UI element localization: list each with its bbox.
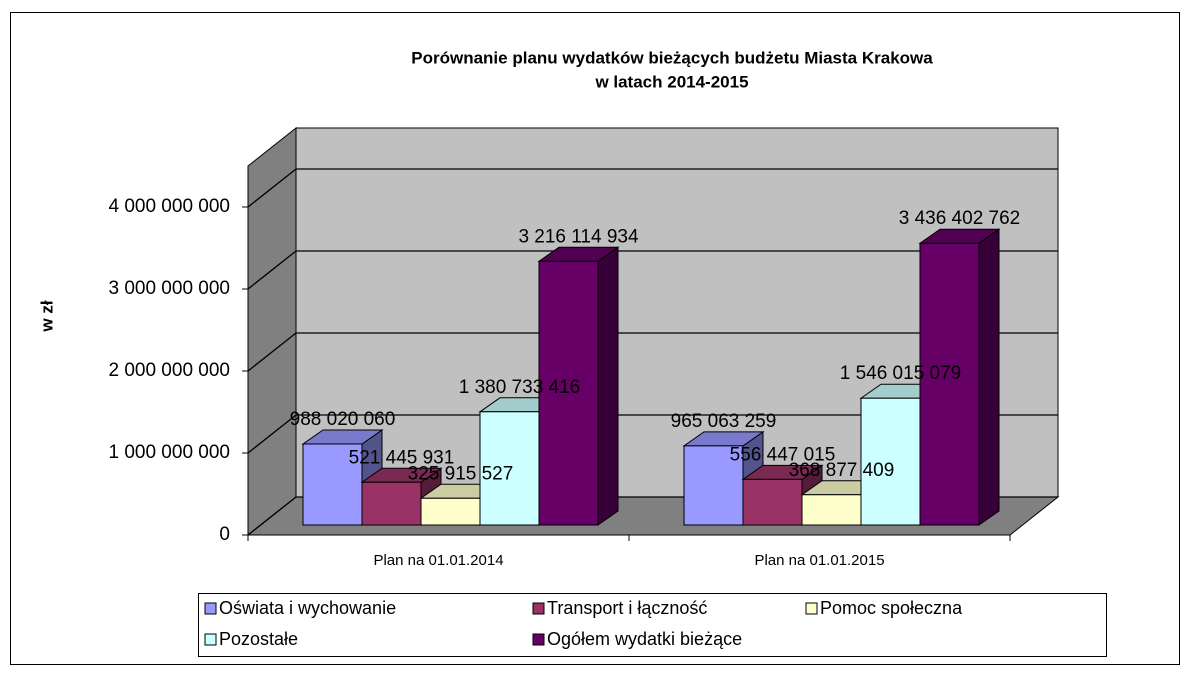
legend-swatch [532, 602, 545, 615]
data-label: 965 063 259 [671, 411, 777, 432]
legend-label: Ogółem wydatki bieżące [547, 629, 742, 649]
legend-label: Transport i łączność [547, 598, 707, 618]
bar [742, 478, 803, 526]
y-tick-label: 2 000 000 000 [108, 360, 230, 381]
data-label: 3 216 114 934 [518, 226, 639, 247]
data-label: 368 877 409 [789, 460, 895, 481]
legend-swatch [532, 633, 545, 646]
bar-side [597, 246, 619, 526]
legend [198, 593, 1107, 657]
grid-line [247, 332, 1058, 372]
y-tick-label: 3 000 000 000 [108, 278, 230, 299]
bar [538, 260, 599, 526]
grid-line [247, 414, 1058, 454]
bar [683, 445, 744, 526]
legend-swatch [204, 633, 217, 646]
data-label: 988 020 060 [290, 409, 396, 430]
chart-title: Porównanie planu wydatków bieżących budż… [411, 48, 933, 67]
data-label: 3 436 402 762 [899, 208, 1021, 229]
legend-label: Pomoc społeczna [820, 598, 963, 618]
bar [919, 242, 980, 526]
data-label: 556 447 015 [730, 444, 836, 465]
grid-line [247, 168, 1058, 208]
grid-line [247, 250, 1058, 290]
chart-title: w latach 2014-2015 [594, 72, 748, 91]
data-label: 325 915 527 [408, 463, 514, 484]
y-tick-label: 4 000 000 000 [108, 196, 230, 217]
legend-label: Oświata i wychowanie [219, 598, 396, 618]
legend-swatch [805, 602, 818, 615]
bar [420, 497, 481, 526]
data-label: 1 380 733 416 [459, 377, 581, 398]
data-label: 1 546 015 079 [840, 363, 962, 384]
bar [801, 494, 862, 526]
bar [361, 481, 422, 526]
bar [860, 397, 921, 526]
legend-label: Pozostałe [219, 629, 298, 649]
bar-side [978, 228, 1000, 526]
y-axis-title: w zł [37, 300, 56, 332]
x-tick-label: Plan na 01.01.2015 [754, 552, 884, 569]
y-tick-label: 1 000 000 000 [108, 442, 230, 463]
legend-swatch [204, 602, 217, 615]
data-label: 521 445 931 [349, 447, 455, 468]
side-wall [247, 126, 297, 537]
bar [479, 411, 540, 526]
y-tick-label: 0 [219, 524, 230, 545]
x-tick-label: Plan na 01.01.2014 [373, 552, 503, 569]
